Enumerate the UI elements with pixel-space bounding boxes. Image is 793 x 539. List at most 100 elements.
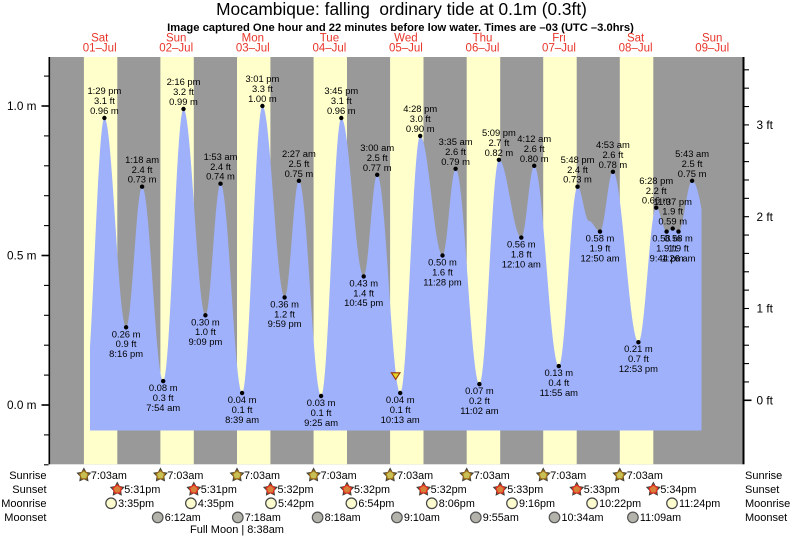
svg-text:2.4 ft: 2.4 ft [567, 164, 588, 175]
svg-text:0.74 m: 0.74 m [206, 171, 235, 182]
svg-text:6:54pm: 6:54pm [358, 498, 394, 510]
svg-text:1.8 ft: 1.8 ft [511, 249, 532, 260]
svg-text:04–Jul: 04–Jul [312, 42, 346, 54]
svg-text:5:43 am: 5:43 am [675, 148, 709, 159]
svg-text:Mon: Mon [242, 32, 264, 44]
svg-text:4:35pm: 4:35pm [198, 498, 234, 510]
svg-text:8:16 pm: 8:16 pm [109, 348, 143, 359]
svg-text:0.04 m: 0.04 m [228, 394, 257, 405]
svg-text:Full Moon | 8:38am: Full Moon | 8:38am [190, 524, 284, 536]
svg-text:0.07 m: 0.07 m [465, 385, 494, 396]
svg-text:5:32pm: 5:32pm [278, 484, 314, 496]
svg-text:7:03am: 7:03am [91, 470, 127, 482]
svg-text:1.9 ft: 1.9 ft [668, 243, 689, 254]
svg-text:2 ft: 2 ft [757, 210, 774, 224]
svg-text:Moonrise: Moonrise [1, 498, 46, 510]
svg-text:Sat: Sat [627, 32, 645, 44]
svg-text:Sunrise: Sunrise [745, 470, 782, 482]
svg-text:0.82 m: 0.82 m [485, 147, 514, 158]
svg-text:0.4 ft: 0.4 ft [548, 377, 569, 388]
svg-text:10:45 pm: 10:45 pm [344, 297, 383, 308]
svg-text:7:03am: 7:03am [474, 470, 510, 482]
svg-text:4:28 pm: 4:28 pm [403, 103, 437, 114]
svg-text:3:35pm: 3:35pm [118, 498, 154, 510]
svg-text:0.58 m: 0.58 m [586, 233, 615, 244]
svg-text:5:09 pm: 5:09 pm [482, 127, 516, 138]
svg-text:8:06pm: 8:06pm [439, 498, 475, 510]
svg-text:1.4 ft: 1.4 ft [353, 287, 374, 298]
svg-text:0.73 m: 0.73 m [563, 174, 592, 185]
svg-text:0.03 m: 0.03 m [307, 397, 336, 408]
svg-text:0.96 m: 0.96 m [327, 105, 356, 116]
svg-text:06–Jul: 06–Jul [466, 42, 500, 54]
svg-text:11:02 am: 11:02 am [460, 405, 499, 416]
svg-text:1.9 ft: 1.9 ft [662, 206, 683, 217]
svg-text:2:16 pm: 2:16 pm [167, 76, 201, 87]
svg-text:Thu: Thu [473, 32, 493, 44]
svg-text:0.58 m: 0.58 m [664, 233, 693, 244]
svg-text:3:45 pm: 3:45 pm [324, 85, 358, 96]
svg-text:5:31pm: 5:31pm [201, 484, 237, 496]
svg-text:0.1 ft: 0.1 ft [311, 407, 332, 418]
svg-text:0.73 m: 0.73 m [128, 174, 157, 185]
svg-text:9:44 pm: 9:44 pm [650, 252, 684, 263]
svg-text:2.5 ft: 2.5 ft [682, 158, 703, 169]
svg-text:3.3 ft: 3.3 ft [252, 83, 273, 94]
svg-text:1:26 am: 1:26 am [662, 252, 696, 263]
svg-text:11:24pm: 11:24pm [679, 498, 720, 510]
svg-text:Sunset: Sunset [745, 484, 779, 496]
svg-text:4:12 am: 4:12 am [517, 133, 551, 144]
svg-text:12:10 am: 12:10 am [502, 258, 541, 269]
svg-text:0.56 m: 0.56 m [507, 239, 536, 250]
svg-text:07–Jul: 07–Jul [542, 42, 576, 54]
svg-text:0.75 m: 0.75 m [285, 168, 314, 179]
svg-text:8:18am: 8:18am [325, 512, 361, 524]
svg-text:5:32pm: 5:32pm [354, 484, 390, 496]
svg-text:0.7 ft: 0.7 ft [628, 353, 649, 364]
svg-text:5:32pm: 5:32pm [431, 484, 467, 496]
svg-text:0.26 m: 0.26 m [112, 328, 141, 339]
svg-text:9:10am: 9:10am [404, 512, 440, 524]
svg-text:5:33pm: 5:33pm [584, 484, 620, 496]
svg-text:2:27 am: 2:27 am [282, 148, 316, 159]
svg-text:9:25 am: 9:25 am [304, 417, 338, 428]
svg-text:0.75 m: 0.75 m [678, 168, 707, 179]
svg-text:4:53 am: 4:53 am [596, 139, 630, 150]
svg-text:0.50 m: 0.50 m [428, 257, 457, 268]
svg-text:Sunrise: Sunrise [9, 470, 46, 482]
svg-text:1.6 ft: 1.6 ft [432, 266, 453, 277]
svg-text:0.43 m: 0.43 m [349, 277, 378, 288]
svg-text:Mocambique: falling ordinary: Mocambique: falling ordinary tide at 0.1… [216, 0, 587, 19]
svg-text:3.1 ft: 3.1 ft [331, 95, 352, 106]
svg-text:2.4 ft: 2.4 ft [132, 164, 153, 175]
svg-text:1.0 ft: 1.0 ft [195, 326, 216, 337]
svg-text:2.6 ft: 2.6 ft [602, 149, 623, 160]
svg-text:3 ft: 3 ft [757, 118, 774, 132]
svg-text:3.0 ft: 3.0 ft [410, 113, 431, 124]
svg-text:7:03am: 7:03am [244, 470, 280, 482]
svg-text:0.5 m: 0.5 m [7, 249, 37, 263]
svg-text:0.1 ft: 0.1 ft [390, 404, 411, 415]
svg-text:1.9 ft: 1.9 ft [590, 243, 611, 254]
svg-text:0.78 m: 0.78 m [599, 159, 628, 170]
svg-text:0.79 m: 0.79 m [441, 156, 470, 167]
svg-text:02–Jul: 02–Jul [159, 42, 193, 54]
svg-text:9:59 pm: 9:59 pm [268, 318, 302, 329]
svg-text:Fri: Fri [552, 32, 565, 44]
svg-text:5:48 pm: 5:48 pm [561, 154, 595, 165]
svg-text:5:33pm: 5:33pm [507, 484, 543, 496]
svg-text:Tue: Tue [320, 32, 339, 44]
svg-text:11:55 am: 11:55 am [540, 387, 579, 398]
svg-text:10:22pm: 10:22pm [599, 498, 641, 510]
svg-text:7:03am: 7:03am [397, 470, 433, 482]
svg-text:Moonset: Moonset [4, 512, 46, 524]
svg-text:0 ft: 0 ft [757, 394, 774, 408]
svg-text:0.66 m: 0.66 m [642, 195, 671, 206]
svg-text:7:03am: 7:03am [627, 470, 663, 482]
svg-text:Moonrise: Moonrise [745, 498, 790, 510]
svg-text:6:12am: 6:12am [165, 512, 201, 524]
svg-text:03–Jul: 03–Jul [236, 42, 270, 54]
svg-text:1 ft: 1 ft [757, 302, 774, 316]
svg-text:0.0 m: 0.0 m [7, 398, 37, 412]
svg-text:10:34am: 10:34am [562, 512, 604, 524]
